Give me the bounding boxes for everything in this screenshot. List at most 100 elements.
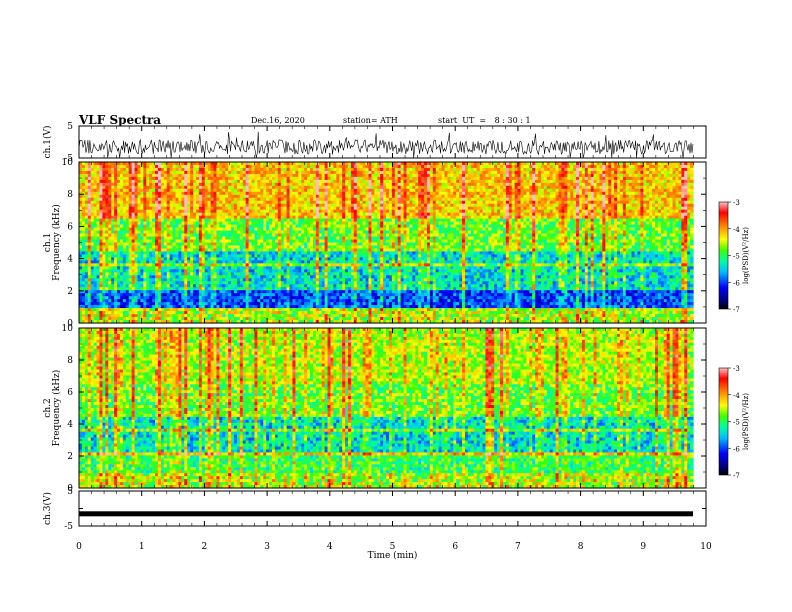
spectrogram-cell <box>204 197 209 202</box>
spectrogram-cell <box>646 206 650 211</box>
spectrogram-cell <box>187 173 191 178</box>
spectrogram-cell <box>178 209 182 214</box>
spectrogram-cell <box>418 188 422 193</box>
spectrogram-cell <box>193 185 197 190</box>
spectrogram-cell <box>359 170 364 175</box>
spectrogram-cell <box>236 203 241 208</box>
spectrogram-cell <box>152 197 156 202</box>
spectrogram-cell <box>111 162 115 166</box>
spectrogram-cell <box>491 197 495 202</box>
spectrogram-cell <box>564 179 568 184</box>
spectrogram-cell <box>596 162 601 166</box>
spectrogram-cell <box>397 188 402 193</box>
spectrogram-cell <box>634 185 639 190</box>
spectrogram-cell <box>535 179 539 184</box>
spectrogram-cell <box>441 162 446 166</box>
spectrogram-cell <box>397 203 402 208</box>
spectrogram-cell <box>96 191 101 196</box>
spectrogram-cell <box>456 176 460 181</box>
spectrogram-cell <box>307 173 311 178</box>
spectrogram-cell <box>345 197 349 202</box>
spectrogram-cell <box>631 203 636 208</box>
spectrogram-cell <box>342 170 346 175</box>
spectrogram-cell <box>84 176 89 181</box>
spectrogram-cell <box>394 167 399 172</box>
spectrogram-cell <box>251 194 256 199</box>
spectrogram-cell <box>435 185 440 190</box>
spectrogram-cell <box>277 197 282 202</box>
spectrogram-cell <box>631 188 636 193</box>
spectrogram-cell <box>266 185 270 190</box>
spectrogram-cell <box>383 188 387 193</box>
spectrogram-cell <box>444 173 448 178</box>
spectrogram-cell <box>233 185 238 190</box>
spectrogram-cell <box>523 188 527 193</box>
spectrogram-cell <box>529 194 533 199</box>
spectrogram-cell <box>649 176 653 181</box>
spectrogram-cell <box>684 173 688 178</box>
spectrogram-cell <box>239 191 244 196</box>
spectrogram-cell <box>605 197 609 202</box>
spectrogram-cell <box>93 170 98 175</box>
spectrogram-cell <box>140 200 144 205</box>
spectrogram-cell <box>576 170 580 175</box>
spectrogram-cell <box>102 188 106 193</box>
spectrogram-cell <box>549 162 554 166</box>
spectrogram-cell <box>684 188 688 193</box>
spectrogram-cell <box>593 173 598 178</box>
spectrogram-cell <box>143 176 147 181</box>
spectrogram-cell <box>386 185 390 190</box>
spectrogram-cell <box>426 188 431 193</box>
spectrogram-cell <box>400 185 405 190</box>
spectrogram-cell <box>526 197 530 202</box>
spectrogram-cell <box>602 182 606 187</box>
spectrogram-cell <box>462 200 466 205</box>
spectrogram-cell <box>137 197 141 202</box>
spectrogram-cell <box>409 182 413 187</box>
spectrogram-cell <box>295 164 299 169</box>
spectrogram-cell <box>444 188 448 193</box>
spectrogram-cell <box>122 182 127 187</box>
spectrogram-cell <box>649 185 653 190</box>
spectrogram-cell <box>657 191 662 196</box>
spectrogram-cell <box>690 206 694 211</box>
spectrogram-cell <box>587 206 592 211</box>
spectrogram-cell <box>456 164 460 169</box>
spectrogram-cell <box>529 167 533 172</box>
spectrogram-cell <box>386 170 390 175</box>
spectrogram-cell <box>643 191 647 196</box>
spectrogram-cell <box>450 164 454 169</box>
spectrogram-cell <box>137 206 141 211</box>
spectrogram-cell <box>181 179 185 184</box>
spectrogram-cell <box>198 188 203 193</box>
spectrogram-cell <box>371 191 375 196</box>
spectrogram-cell <box>274 200 279 205</box>
spectrogram-cell <box>666 164 671 169</box>
spectrogram-cell <box>383 191 387 196</box>
spectrogram-cell <box>81 176 86 181</box>
spectrogram-cell <box>295 162 299 166</box>
spectrogram-cell <box>339 200 343 205</box>
spectrogram-cell <box>494 206 498 211</box>
spectrogram-cell <box>508 162 513 166</box>
spectrogram-cell <box>81 162 86 166</box>
spectrogram-cell <box>321 185 326 190</box>
spectrogram-cell <box>619 188 624 193</box>
spectrogram-cell <box>356 185 361 190</box>
spectrogram-cell <box>631 182 636 187</box>
spectrogram-cell <box>599 206 603 211</box>
spectrogram-cell <box>359 167 364 172</box>
spectrogram-cell <box>175 209 180 214</box>
spectrogram-cell <box>619 173 624 178</box>
spectrogram-cell <box>79 191 83 196</box>
spectrogram-cell <box>117 197 121 202</box>
spectrogram-cell <box>383 197 387 202</box>
spectrogram-cell <box>166 179 171 184</box>
spectrogram-cell <box>523 173 527 178</box>
spectrogram-cell <box>362 185 367 190</box>
spectrogram-cell <box>511 182 516 187</box>
spectrogram-cell <box>497 185 501 190</box>
spectrogram-cell <box>207 179 212 184</box>
spectrogram-cell <box>190 173 194 178</box>
